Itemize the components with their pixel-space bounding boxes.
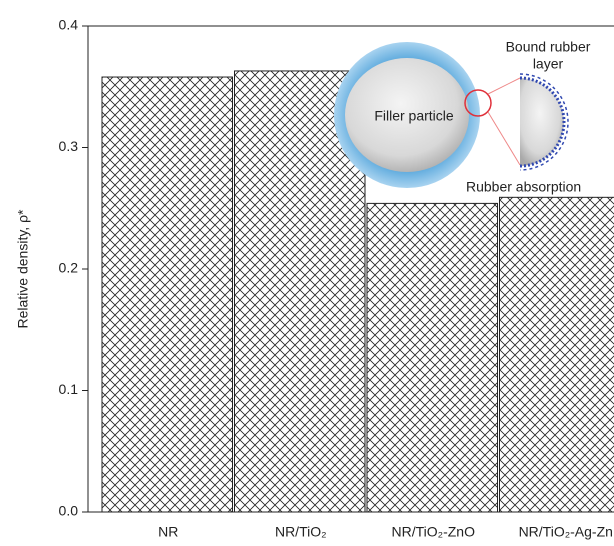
inset-label: Filler particle: [374, 108, 454, 124]
inset-diagram: Filler particle Bound rubber layer Rubbe…: [334, 39, 591, 195]
inset-label: Bound rubber: [506, 39, 591, 55]
bound-layer: [519, 76, 566, 168]
y-tick-label: 0.4: [59, 17, 79, 33]
inset-label: Rubber absorption: [466, 179, 581, 195]
zoom-line: [487, 111, 521, 166]
filler-core: [345, 58, 469, 172]
half-particle: [520, 78, 564, 166]
x-tick-label: NR: [158, 524, 178, 540]
y-axis-label: Relative density, ρ*: [15, 209, 31, 329]
zoom-circle: [464, 89, 492, 117]
bar: [366, 202, 498, 513]
x-tick-label: NR/TiO₂-ZnO: [392, 524, 476, 540]
bar: [101, 76, 233, 513]
x-tick-label: NR/TiO₂-Ag-Zn: [519, 524, 613, 540]
inset-label: layer: [533, 56, 564, 72]
y-tick-label: 0.2: [59, 260, 79, 276]
plot-area: NR NR/TiO₂ NR/TiO₂-ZnO NR/TiO₂-Ag-Zn 0.0 0.1 0…: [59, 17, 614, 540]
y-tick-label: 0.1: [59, 381, 79, 397]
bar: [499, 196, 614, 513]
x-tick-label: NR/TiO₂: [275, 524, 327, 540]
y-tick-label: 0.0: [59, 503, 79, 519]
y-tick-label: 0.3: [59, 138, 79, 154]
zoom-line: [487, 77, 521, 95]
